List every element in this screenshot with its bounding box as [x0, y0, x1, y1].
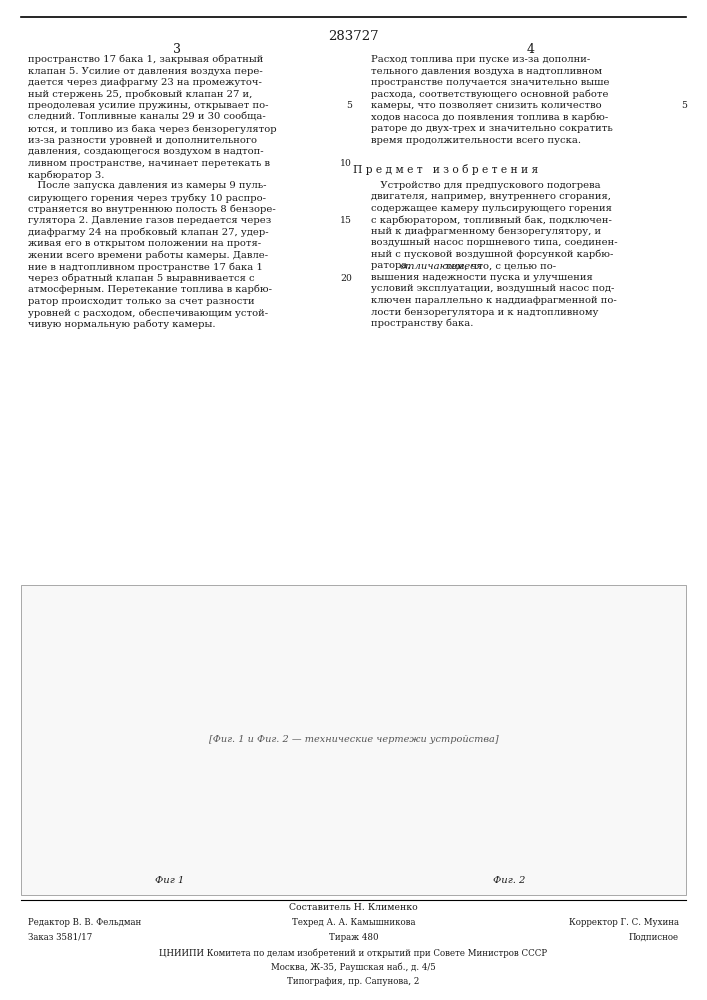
Text: Расход топлива при пуске из-за дополни-: Расход топлива при пуске из-за дополни- [371, 55, 590, 64]
Text: ный с пусковой воздушной форсункой карбю-: ный с пусковой воздушной форсункой карбю… [371, 249, 614, 259]
Text: диафрагму 24 на пробковый клапан 27, удер-: диафрагму 24 на пробковый клапан 27, уде… [28, 228, 269, 237]
Text: Техред А. А. Камышникова: Техред А. А. Камышникова [292, 918, 415, 927]
Text: ходов насоса до появления топлива в карбю-: ходов насоса до появления топлива в карб… [371, 112, 609, 122]
Text: пространстве получается значительно выше: пространстве получается значительно выше [371, 78, 609, 87]
Text: ливном пространстве, начинает перетекать в: ливном пространстве, начинает перетекать… [28, 159, 270, 168]
Text: вышения надежности пуска и улучшения: вышения надежности пуска и улучшения [371, 273, 593, 282]
Text: отличающееся: отличающееся [399, 261, 483, 270]
Text: преодолевая усилие пружины, открывает по-: преодолевая усилие пружины, открывает по… [28, 101, 269, 110]
Text: жении всего времени работы камеры. Давле-: жении всего времени работы камеры. Давле… [28, 250, 269, 260]
Text: время продолжительности всего пуска.: время продолжительности всего пуска. [371, 136, 581, 145]
Text: с карбюратором, топливный бак, подключен-: с карбюратором, топливный бак, подключен… [371, 215, 612, 225]
Text: клапан 5. Усилие от давления воздуха пере-: клапан 5. Усилие от давления воздуха пер… [28, 66, 263, 76]
Text: Составитель Н. Клименко: Составитель Н. Клименко [289, 903, 418, 912]
Text: Типография, пр. Сапунова, 2: Типография, пр. Сапунова, 2 [287, 977, 420, 986]
Text: Подписное: Подписное [629, 933, 679, 942]
Text: [Фиг. 1 и Фиг. 2 — технические чертежи устройства]: [Фиг. 1 и Фиг. 2 — технические чертежи у… [209, 736, 498, 744]
Text: ЦНИИПИ Комитета по делам изобретений и открытий при Совете Министров СССР: ЦНИИПИ Комитета по делам изобретений и о… [160, 948, 547, 958]
Text: 15: 15 [340, 216, 352, 225]
Text: через обратный клапан 5 выравнивается с: через обратный клапан 5 выравнивается с [28, 274, 255, 283]
Text: Фиг. 2: Фиг. 2 [493, 876, 525, 885]
Text: тельного давления воздуха в надтопливном: тельного давления воздуха в надтопливном [371, 66, 602, 76]
Text: пространству бака.: пространству бака. [371, 319, 474, 328]
Text: 3: 3 [173, 43, 181, 56]
Text: Москва, Ж-35, Раушская наб., д. 4/5: Москва, Ж-35, Раушская наб., д. 4/5 [271, 962, 436, 972]
Text: воздушный насос поршневого типа, соединен-: воздушный насос поршневого типа, соедине… [371, 238, 618, 247]
Text: живая его в открытом положении на протя-: живая его в открытом положении на протя- [28, 239, 262, 248]
Text: следний. Топливные каналы 29 и 30 сообща-: следний. Топливные каналы 29 и 30 сообща… [28, 112, 266, 121]
Text: расхода, соответствующего основной работе: расхода, соответствующего основной работ… [371, 90, 609, 99]
Text: двигателя, например, внутреннего сгорания,: двигателя, например, внутреннего сгорани… [371, 192, 611, 201]
Text: Заказ 3581/17: Заказ 3581/17 [28, 933, 93, 942]
Text: ратора,: ратора, [371, 261, 414, 270]
Text: пространство 17 бака 1, закрывая обратный: пространство 17 бака 1, закрывая обратны… [28, 55, 264, 64]
Text: 5: 5 [346, 101, 352, 110]
Text: содержащее камеру пульсирующего горения: содержащее камеру пульсирующего горения [371, 204, 612, 213]
FancyBboxPatch shape [21, 585, 686, 895]
Text: тем, что, с целью по-: тем, что, с целью по- [443, 261, 556, 270]
Text: П р е д м е т   и з о б р е т е н и я: П р е д м е т и з о б р е т е н и я [353, 164, 538, 175]
Text: камеры, что позволяет снизить количество: камеры, что позволяет снизить количество [371, 101, 602, 110]
Text: Корректор Г. С. Мухина: Корректор Г. С. Мухина [568, 918, 679, 927]
Text: ратор происходит только за счет разности: ратор происходит только за счет разности [28, 296, 255, 306]
Text: Устройство для предпускового подогрева: Устройство для предпускового подогрева [371, 181, 601, 190]
Text: уровней с расходом, обеспечивающим устой-: уровней с расходом, обеспечивающим устой… [28, 308, 269, 318]
Text: карбюратор 3.: карбюратор 3. [28, 170, 105, 180]
Text: сирующего горения через трубку 10 распро-: сирующего горения через трубку 10 распро… [28, 193, 267, 203]
Text: дается через диафрагму 23 на промежуточ-: дается через диафрагму 23 на промежуточ- [28, 78, 262, 87]
Text: Редактор В. В. Фельдман: Редактор В. В. Фельдман [28, 918, 141, 927]
Text: раторе до двух-трех и значительно сократить: раторе до двух-трех и значительно сократ… [371, 124, 613, 133]
Text: лости бензорегулятора и к надтопливному: лости бензорегулятора и к надтопливному [371, 307, 599, 317]
Text: ный к диафрагменному бензорегулятору, и: ный к диафрагменному бензорегулятору, и [371, 227, 601, 236]
Text: Тираж 480: Тираж 480 [329, 933, 378, 942]
Text: 5: 5 [682, 101, 687, 110]
Text: ключен параллельно к наддиафрагменной по-: ключен параллельно к наддиафрагменной по… [371, 296, 617, 305]
Text: страняется во внутреннюю полость 8 бензоре-: страняется во внутреннюю полость 8 бензо… [28, 205, 276, 214]
Text: атмосферным. Перетекание топлива в карбю-: атмосферным. Перетекание топлива в карбю… [28, 285, 272, 294]
Text: ются, и топливо из бака через бензорегулятор: ются, и топливо из бака через бензорегул… [28, 124, 277, 134]
Text: давления, создающегося воздухом в надтоп-: давления, создающегося воздухом в надтоп… [28, 147, 264, 156]
Text: из-за разности уровней и дополнительного: из-за разности уровней и дополнительного [28, 136, 257, 145]
Text: ние в надтопливном пространстве 17 бака 1: ние в надтопливном пространстве 17 бака … [28, 262, 263, 271]
Text: ный стержень 25, пробковый клапан 27 и,: ный стержень 25, пробковый клапан 27 и, [28, 90, 252, 99]
Text: 20: 20 [340, 274, 352, 283]
Text: 283727: 283727 [328, 30, 379, 43]
Text: После запуска давления из камеры 9 пуль-: После запуска давления из камеры 9 пуль- [28, 182, 267, 190]
Text: Фиг 1: Фиг 1 [155, 876, 185, 885]
Text: гулятора 2. Давление газов передается через: гулятора 2. Давление газов передается че… [28, 216, 271, 225]
Text: 10: 10 [340, 159, 352, 168]
Text: условий эксплуатации, воздушный насос под-: условий эксплуатации, воздушный насос по… [371, 284, 614, 293]
Text: чивую нормальную работу камеры.: чивую нормальную работу камеры. [28, 320, 216, 329]
Text: 4: 4 [526, 43, 534, 56]
